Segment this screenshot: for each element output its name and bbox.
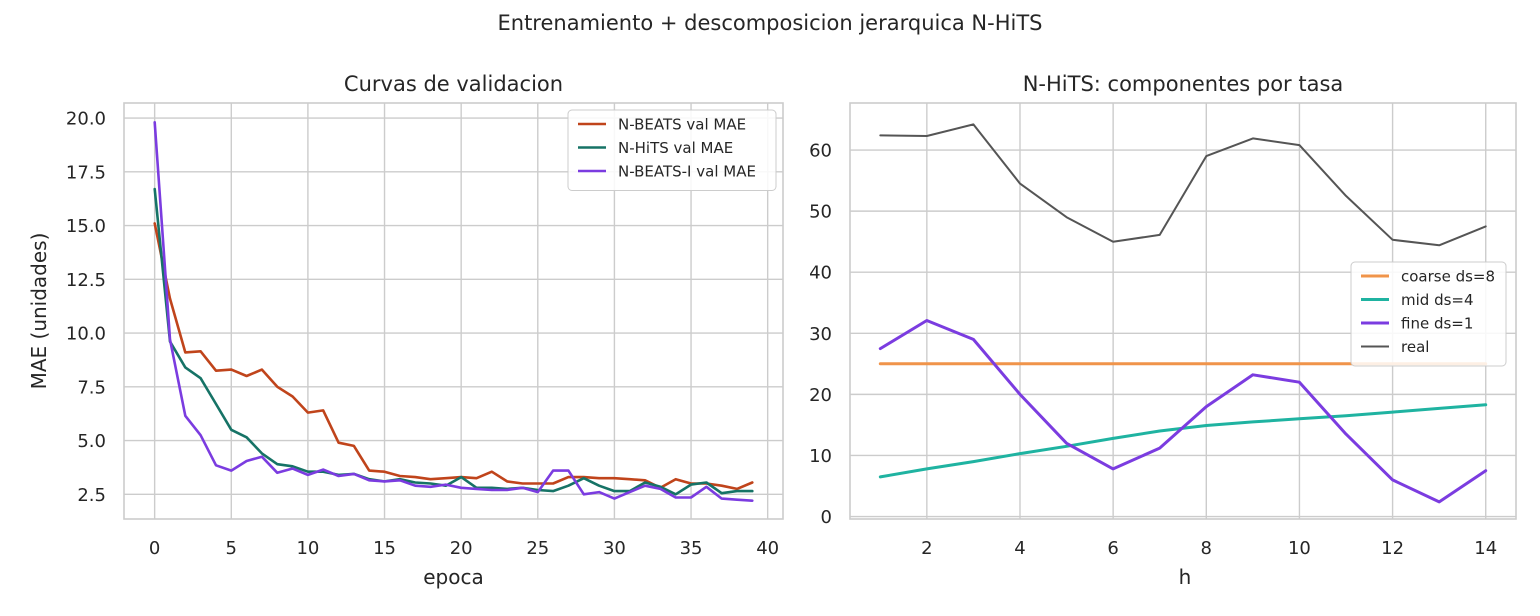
plot-frame bbox=[849, 102, 1517, 520]
y-tick-label: 0 bbox=[821, 507, 832, 528]
series-line-real bbox=[879, 123, 1487, 247]
legend-label: real bbox=[1401, 338, 1429, 356]
x-tick-label: 2 bbox=[921, 538, 932, 559]
x-tick-label: 6 bbox=[1107, 538, 1118, 559]
panel-title: Curvas de validacion bbox=[344, 72, 563, 96]
x-tick-label: 25 bbox=[526, 538, 549, 559]
legend-label: fine ds=1 bbox=[1401, 315, 1473, 333]
legend-label: N-BEATS-I val MAE bbox=[618, 163, 756, 181]
legend bbox=[567, 109, 777, 191]
components-panel: 2 4 6 8 10 12 14 0 10 20 30 40 50 60 N-HiTS: componen… bbox=[809, 72, 1517, 589]
legend-label: mid ds=4 bbox=[1401, 291, 1474, 309]
x-tick-label: 20 bbox=[450, 538, 473, 559]
y-tick-label: 60 bbox=[809, 141, 832, 162]
legend-label: coarse ds=8 bbox=[1401, 268, 1495, 286]
x-tick-label: 14 bbox=[1474, 538, 1497, 559]
panel-title: N-HiTS: componentes por tasa bbox=[1023, 72, 1344, 96]
y-tick-label: 50 bbox=[809, 202, 832, 223]
x-tick-label: 10 bbox=[1288, 538, 1311, 559]
y-tick-label: 12.5 bbox=[66, 270, 106, 291]
legend bbox=[1350, 261, 1507, 367]
y-tick-label: 17.5 bbox=[66, 162, 106, 183]
x-axis-label: epoca bbox=[423, 565, 484, 589]
y-tick-label: 15.0 bbox=[66, 216, 106, 237]
y-tick-label: 40 bbox=[809, 263, 832, 284]
legend-label: N-BEATS val MAE bbox=[618, 116, 746, 134]
x-tick-label: 4 bbox=[1014, 538, 1025, 559]
series-line-n-beats-i-val-mae bbox=[153, 121, 754, 503]
y-tick-label: 5.0 bbox=[77, 431, 106, 452]
plot-frame bbox=[123, 102, 784, 520]
series-line-mid-ds-4 bbox=[878, 403, 1488, 479]
x-tick-label: 30 bbox=[603, 538, 626, 559]
x-tick-label: 8 bbox=[1201, 538, 1212, 559]
x-tick-label: 35 bbox=[680, 538, 703, 559]
series-line-fine-ds-1 bbox=[878, 319, 1488, 504]
figure-suptitle: Entrenamiento + descomposicion jerarquic… bbox=[498, 11, 1043, 35]
series-line-n-beats-val-mae bbox=[153, 222, 754, 491]
y-tick-label: 2.5 bbox=[77, 485, 106, 506]
x-axis-label: h bbox=[1179, 565, 1192, 589]
y-tick-label: 10 bbox=[809, 446, 832, 467]
validation-curves-panel: 0 5 10 15 20 25 30 35 40 2.5 5.0 7.5 10.0 12.5 15.0 17.… bbox=[27, 72, 784, 589]
x-tick-label: 0 bbox=[149, 538, 160, 559]
x-tick-label: 40 bbox=[756, 538, 779, 559]
legend-label: N-HiTS val MAE bbox=[618, 139, 733, 157]
series-line-n-hits-val-mae bbox=[153, 187, 754, 496]
y-axis-label: MAE (unidades) bbox=[27, 233, 51, 390]
x-tick-label: 12 bbox=[1381, 538, 1404, 559]
y-tick-label: 20.0 bbox=[66, 109, 106, 130]
y-tick-label: 7.5 bbox=[77, 377, 106, 398]
x-tick-label: 15 bbox=[373, 538, 396, 559]
y-tick-label: 30 bbox=[809, 324, 832, 345]
y-tick-label: 20 bbox=[809, 385, 832, 406]
x-tick-label: 5 bbox=[226, 538, 237, 559]
x-tick-label: 10 bbox=[296, 538, 319, 559]
y-tick-label: 10.0 bbox=[66, 324, 106, 345]
